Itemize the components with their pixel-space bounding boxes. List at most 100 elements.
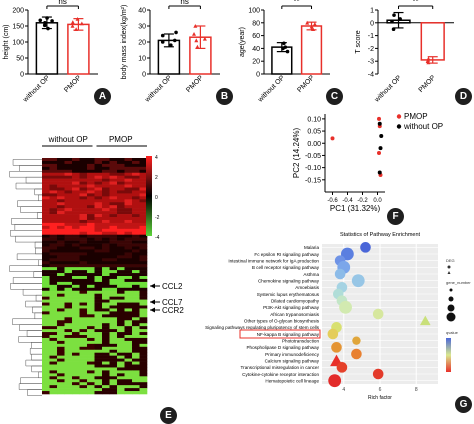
heatmap-cell [102,255,110,259]
heatmap-cell [132,349,140,353]
y-tick-label: 0 [20,72,24,79]
heatmap-cell [64,361,73,365]
heatmap-cell [132,175,140,179]
heatmap-cell [79,364,88,368]
heatmap-cell [64,376,73,380]
dendrogram-branch [34,312,42,320]
heatmap-cell [109,379,118,383]
heatmap-cell [102,184,110,188]
heatmap-cell [94,296,103,300]
heatmap-cell [117,379,125,383]
heatmap-cell [49,373,58,377]
heatmap-cell [94,367,103,371]
heatmap-cell [72,355,80,359]
pathway-label: Malaria [304,245,320,250]
heatmap-cell [102,355,110,359]
heatmap-cell [72,199,80,203]
heatmap-cell [72,299,80,303]
heatmap-cell [72,181,80,185]
heatmap-cell [139,332,148,336]
heatmap-cell [132,234,140,238]
heatmap-cell [124,343,133,348]
heatmap-cell [42,287,50,292]
heatmap-cell [49,231,58,235]
heatmap-cell [94,361,103,365]
heatmap-cell [102,160,110,165]
heatmap-cell [57,169,65,174]
heatmap-cell [94,249,103,253]
heatmap-cell [72,187,80,191]
heatmap-cell [139,199,148,203]
heatmap-cell [109,385,118,389]
x-tick-label: 0.0 [373,198,382,204]
heatmap-cell [79,287,88,292]
heatmap-cell [57,343,65,348]
heatmap-cell [109,299,118,303]
heatmap-cell [124,184,133,188]
heatmap-cell [109,270,118,274]
heatmap-cell [139,349,148,353]
heatmap-cell [49,211,58,215]
heatmap-cell [87,370,95,374]
heatmap-cell [87,228,95,233]
heatmap-cell [64,370,73,374]
heatmap-cell [109,329,118,333]
pathway-label: Cytokine-cytokine receptor interaction [242,372,319,377]
heatmap-cell [64,264,73,268]
pca-scatter-f: 0.10 0.05 0.00 -0.05 -0.10 -0.15 -0.6 -0.4 -0.2 0… [292,112,443,213]
heatmap-cell [139,293,148,297]
heatmap-cell [49,264,58,268]
y-tick-label: 20 [138,40,146,47]
heatmap-cell [57,228,65,233]
heatmap-cell [132,169,140,174]
heatmap-cell [94,287,103,292]
heatmap-cell [87,166,95,171]
enrichment-point [334,268,346,280]
heatmap-cell [109,169,118,174]
heatmap-cell [124,196,133,200]
enrichment-point [372,308,384,320]
heatmap-cell [94,217,103,221]
heatmap-cell [132,320,140,324]
heatmap-cell [139,284,148,289]
heatmap-cell [72,329,80,333]
heatmap-cell [139,240,148,244]
heatmap-cell [57,187,65,191]
pathway-label: Amoebiasis [295,285,319,290]
heatmap-cell [49,311,58,315]
heatmap-cell [64,243,73,247]
heatmap-cell [102,323,110,327]
heatmap-cell [132,290,140,294]
heatmap-cell [64,217,73,221]
x-tick-label: 6 [379,387,382,393]
heatmap-cell [109,343,118,348]
heatmap-cell [64,281,73,286]
heatmap-cell [94,326,103,330]
heatmap-cell [49,199,58,203]
heatmap-cell [124,163,133,168]
heatmap-cell [87,346,95,351]
heatmap-cell [57,352,65,356]
heatmap-cell [72,391,80,395]
dendrogram-branch [22,289,42,296]
heatmap-cell [49,337,58,342]
heatmap-cell [79,225,88,230]
heatmap-cell [79,332,88,336]
heatmap-cell [102,290,110,294]
heatmap-cell [64,219,73,224]
heatmap-cell [79,190,88,194]
heatmap-cell [79,273,88,277]
heatmap-cell [94,199,103,203]
heatmap-cell [64,169,73,174]
pca-point [379,133,384,138]
heatmap-cell [117,258,125,262]
heatmap-cell [57,326,65,330]
dendrogram-branch [25,300,42,308]
x-tick-label: PMOP [185,74,205,94]
heatmap-cell [132,302,140,306]
heatmap-cell [102,240,110,244]
enrichment-point [327,328,339,340]
heatmap-cell [79,311,88,315]
heatmap-cell [139,317,148,321]
enrichment-dotplot-g: 4 6 8 Statistics of Pathway Enrichment Rich … [205,232,471,401]
